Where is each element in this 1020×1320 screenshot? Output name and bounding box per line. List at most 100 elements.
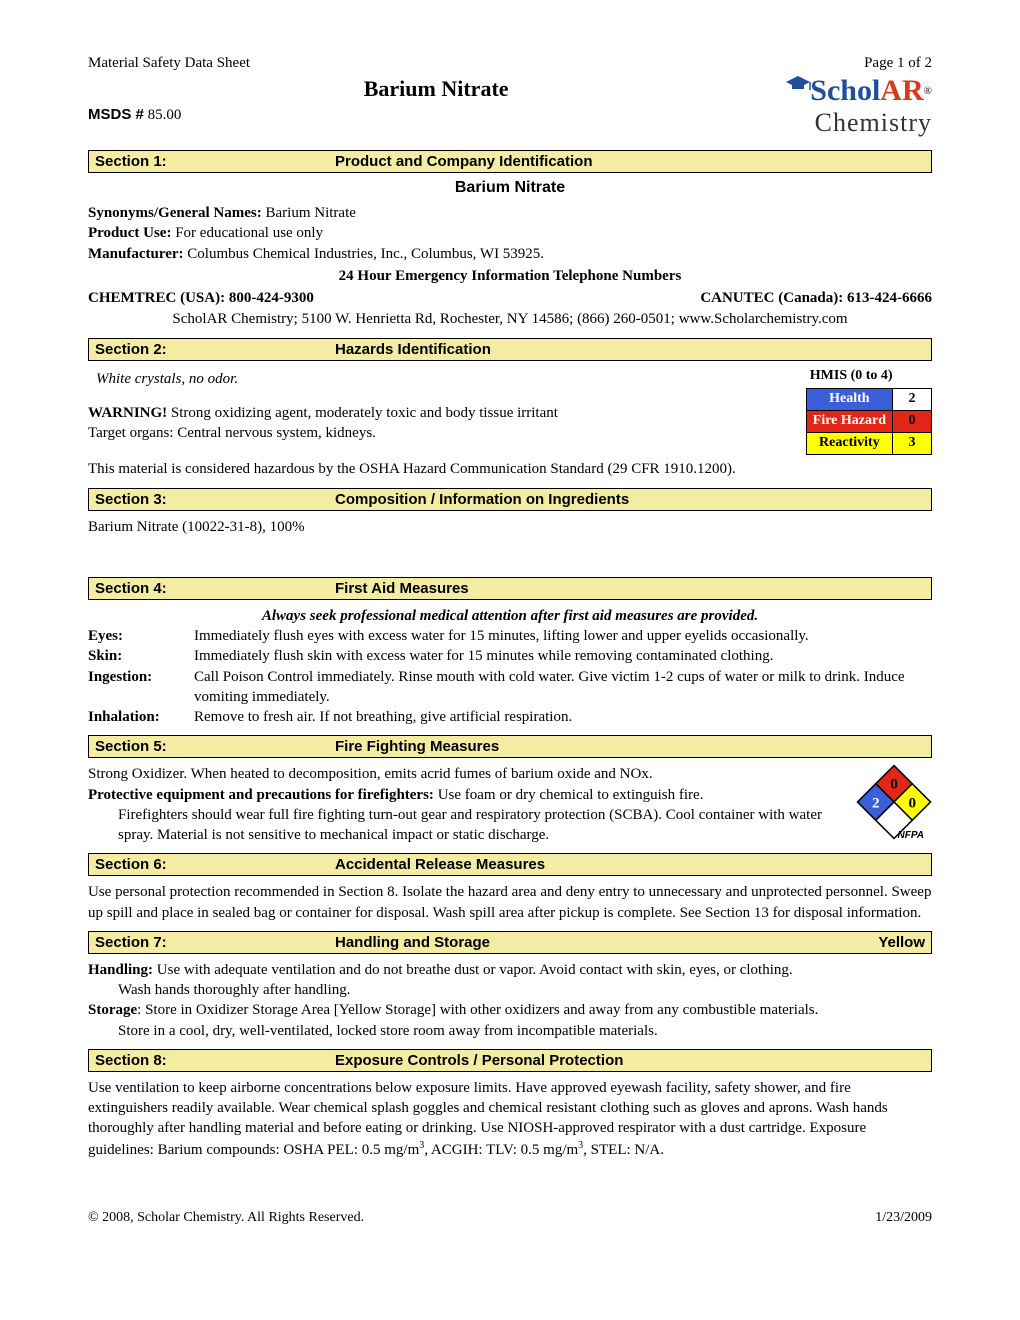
section5-header: Section 5: Fire Fighting Measures: [88, 735, 932, 758]
section8-title: Exposure Controls / Personal Protection: [335, 1052, 925, 1069]
msds-label: MSDS #: [88, 106, 144, 123]
section3-title: Composition / Information on Ingredients: [335, 491, 925, 508]
graduation-cap-icon: [784, 74, 812, 94]
svg-text:0: 0: [890, 776, 898, 793]
section8-header: Section 8: Exposure Controls / Personal …: [88, 1049, 932, 1072]
handling-label: Handling:: [88, 962, 153, 978]
hmis-table: HMIS (0 to 4): [806, 367, 897, 389]
chemtrec-label: CHEMTREC (USA):: [88, 290, 225, 306]
footer-date: 1/23/2009: [875, 1210, 932, 1226]
canutec-label: CANUTEC (Canada):: [700, 290, 843, 306]
section4-title: First Aid Measures: [335, 580, 925, 597]
footer: © 2008, Scholar Chemistry. All Rights Re…: [88, 1210, 932, 1226]
section1-label: Section 1:: [95, 153, 335, 170]
storage-inline: : Store in Oxidizer Storage Area [Yellow…: [137, 1002, 818, 1018]
storage-label: Storage: [88, 1002, 137, 1018]
logo-part1: Schol: [810, 74, 880, 107]
mfr-label: Manufacturer:: [88, 246, 184, 262]
section8-label: Section 8:: [95, 1052, 335, 1069]
page-title: Barium Nitrate: [88, 76, 784, 102]
hmis-block: HMIS (0 to 4) Health2Fire Hazard0Reactiv…: [806, 367, 932, 456]
section1-product-name: Barium Nitrate: [88, 179, 932, 197]
svg-text:0: 0: [908, 795, 916, 812]
handling-inline: Use with adequate ventilation and do not…: [157, 962, 793, 978]
copyright: © 2008, Scholar Chemistry. All Rights Re…: [88, 1210, 364, 1226]
prot-rest: Firefighters should wear full fire fight…: [88, 805, 846, 846]
warning-label: WARNING!: [88, 405, 167, 421]
section7-title: Handling and Storage: [335, 934, 878, 951]
firstaid-label: Inhalation:: [88, 707, 194, 727]
appearance: White crystals, no odor.: [96, 369, 786, 389]
prot-inline: Use foam or dry chemical to extinguish f…: [438, 787, 704, 803]
section3-header: Section 3: Composition / Information on …: [88, 488, 932, 511]
emergency-title: 24 Hour Emergency Information Telephone …: [88, 266, 932, 286]
header-bar: Material Safety Data Sheet Page 1 of 2: [88, 55, 932, 72]
hmis-row-label: Health: [806, 389, 892, 411]
section8-text: Use ventilation to keep airborne concent…: [88, 1078, 932, 1160]
product-use: For educational use only: [175, 225, 323, 241]
target-organs: Target organs: Central nervous system, k…: [88, 423, 786, 443]
firstaid-text: Immediately flush skin with excess water…: [194, 646, 932, 666]
section5-title: Fire Fighting Measures: [335, 738, 925, 755]
section7-right: Yellow: [878, 934, 925, 951]
nfpa-label: NFPA: [898, 829, 924, 843]
hmis-row-value: 3: [893, 433, 932, 455]
section4-label: Section 4:: [95, 580, 335, 597]
canutec-number: 613-424-6666: [847, 290, 932, 306]
section7-body: Handling: Use with adequate ventilation …: [88, 960, 932, 1041]
section3-text: Barium Nitrate (10022-31-8), 100%: [88, 517, 932, 537]
logo-part2: AR: [880, 74, 923, 107]
firstaid-label: Eyes:: [88, 626, 194, 646]
osha-statement: This material is considered hazardous by…: [88, 459, 786, 479]
hmis-row-label: Reactivity: [806, 433, 892, 455]
section5-label: Section 5:: [95, 738, 335, 755]
section1-title: Product and Company Identification: [335, 153, 925, 170]
chemtrec-number: 800-424-9300: [229, 290, 314, 306]
prot-label: Protective equipment and precautions for…: [88, 787, 434, 803]
section5-body: Strong Oxidizer. When heated to decompos…: [88, 764, 932, 845]
section4-header: Section 4: First Aid Measures: [88, 577, 932, 600]
msds-line: MSDS # 85.00: [88, 106, 784, 124]
manufacturer: Columbus Chemical Industries, Inc., Colu…: [187, 246, 544, 262]
title-logo-row: Barium Nitrate MSDS # 85.00 ScholAR® Che…: [88, 74, 932, 142]
section7-label: Section 7:: [95, 934, 335, 951]
doc-type: Material Safety Data Sheet: [88, 55, 250, 72]
section6-title: Accidental Release Measures: [335, 856, 925, 873]
section2-label: Section 2:: [95, 341, 335, 358]
section1-body: Synonyms/General Names: Barium Nitrate P…: [88, 203, 932, 330]
section6-header: Section 6: Accidental Release Measures: [88, 853, 932, 876]
fire-line1: Strong Oxidizer. When heated to decompos…: [88, 764, 846, 784]
section3-label: Section 3:: [95, 491, 335, 508]
s8-post: , STEL: N/A.: [583, 1142, 664, 1158]
firstaid-label: Ingestion:: [88, 667, 194, 708]
firstaid-text: Remove to fresh air. If not breathing, g…: [194, 707, 932, 727]
hmis-title: HMIS (0 to 4): [806, 367, 897, 389]
svg-text:2: 2: [872, 795, 880, 812]
section6-text: Use personal protection recommended in S…: [88, 882, 932, 923]
telephone-row: CHEMTREC (USA): 800-424-9300 CANUTEC (Ca…: [88, 288, 932, 308]
section1-header: Section 1: Product and Company Identific…: [88, 150, 932, 173]
firstaid-intro: Always seek professional medical attenti…: [88, 606, 932, 626]
logo-subtitle: Chemistry: [784, 108, 932, 138]
hmis-row-value: 2: [893, 389, 932, 411]
storage-rest: Store in a cool, dry, well-ventilated, l…: [88, 1021, 932, 1041]
scholar-address: ScholAR Chemistry; 5100 W. Henrietta Rd,…: [88, 309, 932, 329]
msds-number: 85.00: [148, 107, 182, 123]
section2-title: Hazards Identification: [335, 341, 925, 358]
section6-label: Section 6:: [95, 856, 335, 873]
warning-text: Strong oxidizing agent, moderately toxic…: [171, 405, 558, 421]
hmis-row-label: Fire Hazard: [806, 411, 892, 433]
s8-mid: , ACGIH: TLV: 0.5 mg/m: [424, 1142, 578, 1158]
section7-header: Section 7: Handling and Storage Yellow: [88, 931, 932, 954]
section4-body: Always seek professional medical attenti…: [88, 606, 932, 728]
nfpa-diamond-wrap: 0 2 0 NFPA: [856, 764, 932, 840]
logo-reg: ®: [924, 85, 932, 97]
scholar-logo: ScholAR® Chemistry: [784, 74, 932, 138]
use-label: Product Use:: [88, 225, 171, 241]
hmis-row-value: 0: [893, 411, 932, 433]
synonyms-label: Synonyms/General Names:: [88, 205, 262, 221]
page-info: Page 1 of 2: [864, 55, 932, 72]
hmis-rows: Health2Fire Hazard0Reactivity3: [806, 388, 932, 455]
firstaid-text: Call Poison Control immediately. Rinse m…: [194, 667, 932, 708]
synonyms: Barium Nitrate: [266, 205, 356, 221]
